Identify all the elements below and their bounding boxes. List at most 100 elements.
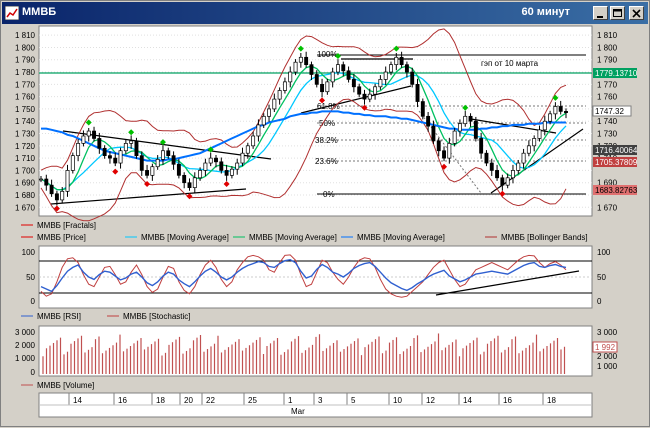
moving-averages [40,65,567,191]
price-tick-left: 1 750 [15,105,36,114]
price-tick-left: 1 760 [15,93,36,102]
price-tick-left: 1 710 [15,154,36,163]
badge-last: 1747.32 [595,107,624,116]
candle-body [420,101,425,117]
candle-body [214,157,218,163]
time-label: 16 [118,396,127,405]
price-tick-right: 1 800 [597,43,618,52]
candle-body [92,130,96,139]
badge-level: 1779.13710 [595,69,638,78]
price-tick-right: 1 810 [597,31,618,40]
candle-body [521,152,526,164]
time-label: 20 [184,396,193,405]
price-tick-left: 1 770 [15,80,36,89]
candle-body [145,170,150,176]
fractal-down-marker [499,190,506,197]
candle-body [526,145,531,154]
candle-body [235,162,240,170]
badge-ma2: 1705.37809 [595,158,638,167]
candle-body [442,150,446,159]
candle-body [367,93,372,100]
bollinger-lower [40,98,567,222]
time-label: 22 [206,396,215,405]
volume-bars [42,333,566,374]
fib-label-236: 23.6% [315,157,338,166]
candle-body [542,120,547,131]
candle-body [357,86,362,95]
price-tick-left: 1 670 [15,203,36,212]
candle-body [404,64,409,73]
price-tick-right: 1 730 [597,130,618,139]
candle-body [224,170,229,176]
candle-body [161,150,165,160]
fractal-down-marker [112,168,119,175]
title-bar[interactable]: ММВБ 60 минут [2,2,648,24]
fractal-up-marker [393,45,400,52]
candle-body [383,71,388,80]
candle-body [229,168,234,176]
candle-body [187,182,192,188]
rsi-line [40,258,567,293]
candle-body [107,155,112,159]
legend-rsi: ММВБ [RSI] [37,312,81,321]
candle-body [150,166,155,176]
candle-body [426,115,431,127]
price-tick-right: 1 770 [597,80,618,89]
candle-body [537,129,542,139]
vol-tick-right-2000: 2 000 [597,352,618,361]
fib-label-0: 0% [323,190,335,199]
osc-tick-left-0: 0 [31,297,36,306]
maximize-button[interactable] [610,6,625,20]
candle-body [44,178,49,186]
vol-tick-right-1000: 1 000 [597,362,618,371]
candle-body [505,177,510,186]
candle-body [123,143,128,152]
candle-body [192,177,197,188]
time-label: 1 [288,396,293,405]
candle-body [134,140,139,157]
time-label: 10 [393,396,402,405]
time-label: 18 [156,396,165,405]
ma-light-line [40,71,567,191]
candle-body [118,150,123,164]
candle-body [548,113,553,122]
candle-body [60,190,65,201]
price-tick-right: 1 670 [597,203,618,212]
candle-body [293,61,298,73]
candle-body [399,56,404,66]
candle-body [86,130,91,137]
time-label: 14 [463,396,472,405]
candle-body [336,64,340,73]
price-y-axis-left: 1 810 1 800 1 790 1 780 1 770 1 760 1 750 1 740… [15,31,36,212]
candle-body [277,90,282,100]
candle-body [139,155,144,171]
candle-body [256,124,261,137]
candle-body [341,64,346,72]
candle-body [516,162,521,171]
fractal-up-marker [297,45,304,52]
candle-body [436,140,441,152]
fractal-up-marker [85,119,92,126]
candle-body [76,143,81,157]
candle-body [166,150,171,157]
candle-body [415,83,420,102]
candle-body [49,184,54,195]
price-tick-left: 1 810 [15,31,36,40]
time-label: 3 [318,396,323,405]
candle-body [314,74,319,85]
candle-body [288,71,293,83]
close-button[interactable] [629,6,644,20]
fractal-up-marker [128,129,135,136]
legend-bollinger: ММВБ [Bollinger Bands] [501,233,588,242]
candle-body [410,71,415,85]
candle-body [245,145,250,154]
price-candles [39,51,568,206]
price-tick-left: 1 730 [15,130,36,139]
minimize-button[interactable] [593,6,608,20]
badge-bb-low: 1683.82763 [595,186,638,195]
legend-ma-1: ММВБ [Moving Average] [141,233,229,242]
maximize-icon [613,9,622,17]
candle-body [198,170,203,179]
legend-volume: ММВБ [Volume] [37,381,94,390]
candle-body [54,193,59,201]
